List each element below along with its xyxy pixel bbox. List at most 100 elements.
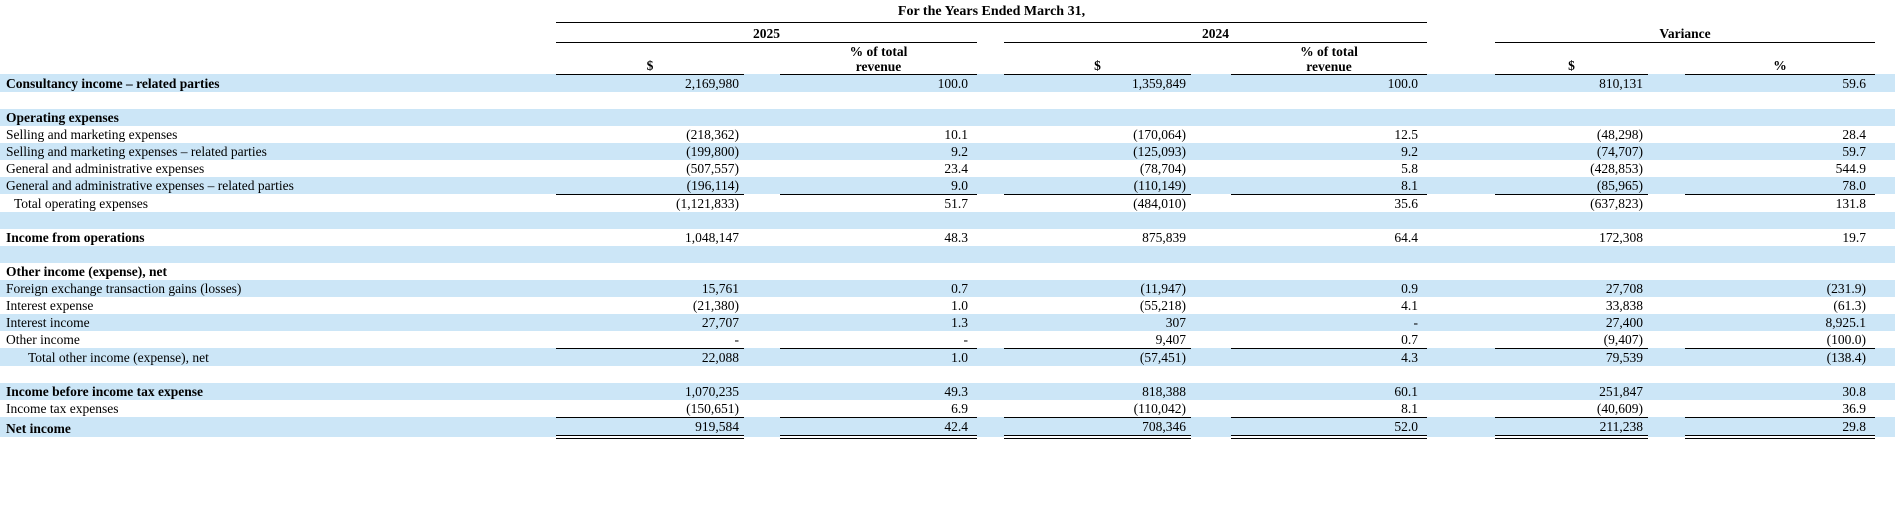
table-row: Interest income 27,707 1.3 307 - 27,400 8,925.… <box>0 313 1895 331</box>
column-gap <box>1648 417 1685 437</box>
cell-2025-usd: 15,761 <box>701 280 739 296</box>
cell-2024-usd: (125,093) <box>1133 143 1186 159</box>
right-margin <box>1875 331 1895 349</box>
pct-of-revenue-label: % of total revenue <box>1300 43 1358 74</box>
table-row: Other income (expense), net <box>0 263 1895 280</box>
cell-variance-usd: (428,853) <box>1590 160 1644 176</box>
cell-2024-pct: 0.9 <box>1401 280 1419 296</box>
cell-2024-pct <box>1231 109 1427 126</box>
cell-variance-pct: 59.7 <box>1842 143 1867 159</box>
column-gap <box>744 92 780 109</box>
cell-2024-usd: 875,839 <box>1142 229 1186 245</box>
cell-2025-pct <box>780 246 977 263</box>
cell-variance-pct: 544.9 <box>1835 160 1867 176</box>
cell-variance-pct: (100.0) <box>1685 330 1876 349</box>
cell-2024-usd <box>1004 109 1191 126</box>
cell-2025-pct: 1.0 <box>951 297 968 313</box>
column-gap <box>744 417 780 437</box>
column-gap <box>977 160 1004 177</box>
cell-variance-pct <box>1685 366 1875 383</box>
cell-2025-usd: (150,651) <box>556 399 744 418</box>
column-gap <box>977 212 1004 229</box>
column-gap <box>1648 160 1685 177</box>
cell-variance-usd: 810,131 <box>1599 75 1644 91</box>
cell-2024-pct <box>1231 263 1427 280</box>
cell-2024-pct <box>1231 92 1427 109</box>
cell-variance-usd <box>1495 92 1648 109</box>
cell-variance-usd: (9,407) <box>1495 330 1649 349</box>
cell-variance-pct: (231.9) <box>1826 280 1867 296</box>
cell-2025-usd <box>556 109 744 126</box>
row-label <box>0 212 556 229</box>
cell-2024-usd: 307 <box>1165 314 1186 330</box>
cell-2024-usd: 708,346 <box>1004 417 1191 439</box>
row-label: General and administrative expenses <box>6 160 205 176</box>
column-gap <box>1427 331 1495 349</box>
cell-variance-pct: 29.8 <box>1685 417 1876 439</box>
column-gap <box>977 229 1004 246</box>
cell-variance-pct: 8,925.1 <box>1825 314 1867 330</box>
cell-2024-usd: (110,042) <box>1004 399 1191 418</box>
header-spacer <box>744 42 780 74</box>
row-label: Total other income (expense), net <box>28 349 209 365</box>
column-gap <box>744 126 780 143</box>
header-title-row: For the Years Ended March 31, <box>0 0 1895 23</box>
cell-2025-pct <box>780 212 977 229</box>
column-header-2025-pct-of-revenue: % of total revenue <box>780 42 977 75</box>
cell-2025-usd <box>556 212 744 229</box>
cell-2025-usd: 1,070,235 <box>685 383 739 399</box>
cell-2025-pct <box>780 366 977 383</box>
column-gap <box>1427 348 1495 366</box>
cell-2024-usd: (11,947) <box>1140 280 1186 296</box>
cell-2024-usd: (78,704) <box>1139 160 1186 176</box>
cell-2024-usd: (55,218) <box>1139 297 1186 313</box>
right-margin <box>1875 212 1895 229</box>
column-gap <box>1191 143 1231 160</box>
cell-variance-pct: 131.8 <box>1835 195 1867 211</box>
row-label: Net income <box>6 420 71 436</box>
column-group-variance: Variance <box>1495 22 1876 43</box>
cell-2025-usd: (1,121,833) <box>676 195 739 211</box>
cell-2025-usd <box>556 92 744 109</box>
right-margin <box>1875 194 1895 212</box>
row-label: Interest income <box>6 314 90 330</box>
cell-2024-pct: 0.7 <box>1231 330 1428 349</box>
row-label: Other income (expense), net <box>6 263 167 279</box>
right-margin <box>1875 348 1895 366</box>
right-margin <box>1875 160 1895 177</box>
column-gap <box>1191 297 1231 314</box>
row-label: Foreign exchange transaction gains (loss… <box>6 280 242 296</box>
cell-variance-pct: 78.0 <box>1685 176 1876 195</box>
table-row: Interest expense (21,380) 1.0 (55,218) 4.1 33… <box>0 297 1895 314</box>
right-margin <box>1875 383 1895 400</box>
row-label: Other income <box>6 332 80 347</box>
table-row: Selling and marketing expenses (218,362) 1… <box>0 126 1895 143</box>
column-gap <box>1191 160 1231 177</box>
column-gap <box>1191 383 1231 400</box>
table-row: Consultancy income – related parties 2,16… <box>0 74 1895 92</box>
row-label: Interest expense <box>6 297 94 313</box>
row-label: Total operating expenses <box>14 195 149 211</box>
right-margin <box>1875 400 1895 418</box>
column-gap <box>1191 280 1231 297</box>
cell-2024-usd <box>1004 263 1191 280</box>
row-label <box>0 92 556 109</box>
row-label: Income tax expenses <box>6 401 119 416</box>
cell-2024-pct: 8.1 <box>1231 399 1428 418</box>
column-gap <box>744 400 780 418</box>
cell-2025-pct: 42.4 <box>780 417 977 439</box>
column-gap <box>1648 194 1685 212</box>
column-gap <box>1427 229 1495 246</box>
cell-variance-usd <box>1495 109 1648 126</box>
column-gap <box>1191 246 1231 263</box>
cell-2024-pct: 64.4 <box>1394 229 1419 245</box>
header-spacer <box>977 22 1004 42</box>
column-gap <box>1648 177 1685 195</box>
table-title: For the Years Ended March 31, <box>556 0 1428 23</box>
cell-2025-usd: 919,584 <box>556 417 744 439</box>
cell-variance-usd <box>1495 366 1648 383</box>
column-gap <box>977 297 1004 314</box>
cell-2025-usd: 27,707 <box>701 314 739 330</box>
column-gap <box>744 280 780 297</box>
row-label <box>0 246 556 263</box>
